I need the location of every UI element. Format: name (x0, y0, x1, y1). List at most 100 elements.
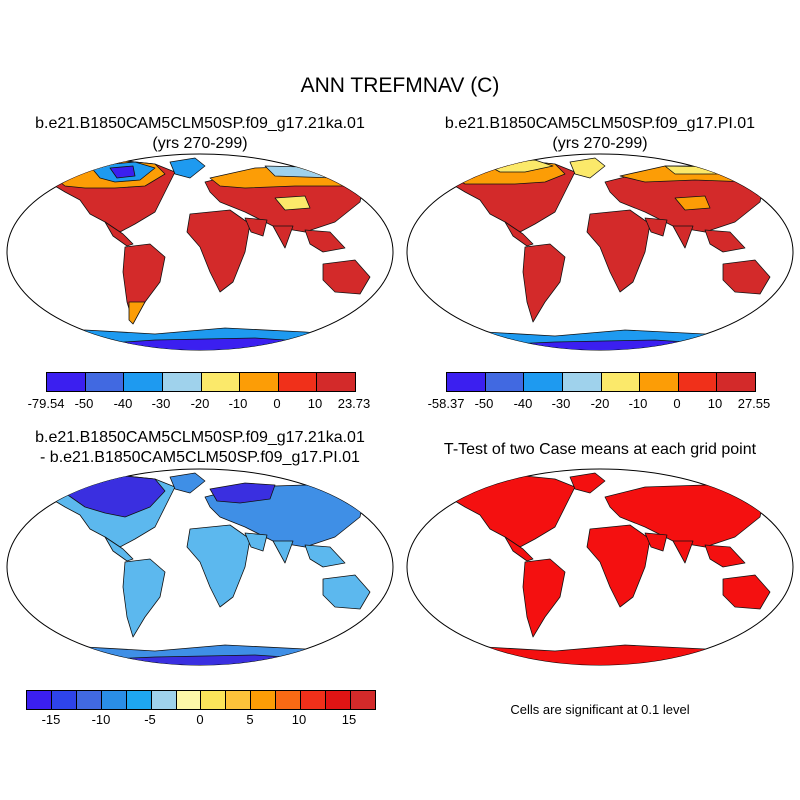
colorbar-swatch (326, 691, 351, 709)
greenland (569, 472, 606, 494)
colorbar-label: -30 (151, 396, 171, 411)
panel-title-line1: b.e21.B1850CAM5CLM50SP.f09_g17.PI.01 (444, 115, 756, 132)
colorbar-label: 27.55 (737, 396, 771, 411)
africa (186, 209, 251, 293)
colorbar-label: 0 (196, 712, 204, 727)
colorbar-label: 10 (291, 712, 307, 727)
colorbar-swatch (51, 691, 77, 709)
panel-title-line2: - b.e21.B1850CAM5CLM50SP.f09_g17.PI.01 (40, 449, 360, 466)
colorbar-swatch (201, 373, 241, 391)
colorbar-swatch (124, 373, 163, 391)
colorbar-swatch (47, 373, 86, 391)
colorbar-labels-top-left: -79.54 -50 -40 -30 -20 -10 0 10 23.73 (0, 396, 400, 414)
colorbar-swatch (85, 373, 125, 391)
panel-title-line1: b.e21.B1850CAM5CLM50SP.f09_g17.21ka.01 (35, 429, 365, 446)
panel-title-bottom-right: T-Test of two Case means at each grid po… (443, 441, 757, 458)
south-america (122, 558, 166, 638)
colorbar-label: 15 (341, 712, 357, 727)
south-america (522, 558, 566, 638)
colorbar-difference (26, 690, 376, 710)
colorbar-swatch (240, 373, 279, 391)
arabia (244, 217, 268, 237)
australia (322, 259, 371, 295)
arabia (244, 532, 268, 552)
colorbar-swatch (350, 691, 375, 709)
panel-title-top-left: b.e21.B1850CAM5CLM50SP.f09_g17.21ka.01 (… (0, 114, 400, 154)
colorbar-label: -20 (190, 396, 210, 411)
africa (586, 524, 651, 608)
south-america (522, 243, 566, 323)
india (272, 540, 294, 564)
greenland (169, 472, 206, 494)
antarctica-interior (64, 337, 346, 350)
australia (322, 574, 371, 610)
colorbar-swatch (278, 373, 318, 391)
greenland (569, 157, 606, 179)
colorbar-label: -40 (513, 396, 533, 411)
colorbar-label: 5 (246, 712, 254, 727)
se-asia (304, 544, 346, 568)
colorbar-swatch (101, 691, 127, 709)
colorbar-label: -50 (474, 396, 494, 411)
central-america (104, 536, 134, 562)
colorbar-swatch (276, 691, 302, 709)
colorbar-label: -79.54 (27, 396, 65, 411)
colorbar-swatch (301, 691, 327, 709)
colorbar-swatch (717, 373, 755, 391)
map-pi (406, 153, 794, 351)
colorbar-swatch (226, 691, 252, 709)
panel-title-top-right: b.e21.B1850CAM5CLM50SP.f09_g17.PI.01 (yr… (400, 114, 800, 154)
colorbar-swatch (27, 691, 52, 709)
central-america (504, 536, 534, 562)
se-asia (704, 229, 746, 253)
central-america (504, 221, 534, 247)
map-ttest (406, 468, 794, 666)
tibet (274, 195, 311, 211)
colorbar-label: -10 (228, 396, 248, 411)
colorbar-label: 23.73 (337, 396, 371, 411)
patagonia (128, 301, 146, 325)
colorbar-label: -20 (590, 396, 610, 411)
colorbar-label: 0 (273, 396, 281, 411)
colorbar-swatch (162, 373, 202, 391)
colorbar-swatch (678, 373, 718, 391)
tibet (674, 195, 711, 211)
colorbar-label: 0 (673, 396, 681, 411)
se-asia (304, 229, 346, 253)
colorbar-label: -15 (41, 712, 61, 727)
africa (186, 524, 251, 608)
colorbar-swatch (485, 373, 525, 391)
colorbar-label: -30 (551, 396, 571, 411)
colorbar-swatch (126, 691, 152, 709)
antarctica (414, 644, 786, 665)
colorbar-swatch (562, 373, 602, 391)
scandinavian-ice (209, 482, 276, 504)
panel-title-line2: (yrs 270-299) (152, 135, 248, 152)
colorbar-swatch (76, 691, 102, 709)
map-21ka (6, 153, 394, 351)
colorbar-swatch (201, 691, 227, 709)
siberia-band (664, 165, 736, 175)
india (672, 225, 694, 249)
map-difference (6, 468, 394, 666)
colorbar-swatch (524, 373, 563, 391)
colorbar-label: -10 (91, 712, 111, 727)
panel-title-bottom-left: b.e21.B1850CAM5CLM50SP.f09_g17.21ka.01 -… (0, 428, 400, 468)
colorbar-label: -58.37 (427, 396, 465, 411)
colorbar-labels-difference: -15 -10 -5 0 5 10 15 (0, 712, 400, 730)
panel-title-line2: (yrs 270-299) (552, 135, 648, 152)
colorbar-swatch (176, 691, 202, 709)
se-asia (704, 544, 746, 568)
colorbar-label: -40 (113, 396, 133, 411)
panel-title-line1: b.e21.B1850CAM5CLM50SP.f09_g17.21ka.01 (35, 115, 365, 132)
india (672, 540, 694, 564)
greenland (169, 157, 206, 179)
colorbar-label: 10 (707, 396, 723, 411)
significance-note: Cells are significant at 0.1 level (510, 702, 690, 717)
colorbar-label: -50 (74, 396, 94, 411)
africa (586, 209, 651, 293)
australia (722, 259, 771, 295)
central-america (104, 221, 134, 247)
arabia (644, 532, 668, 552)
australia (722, 574, 771, 610)
